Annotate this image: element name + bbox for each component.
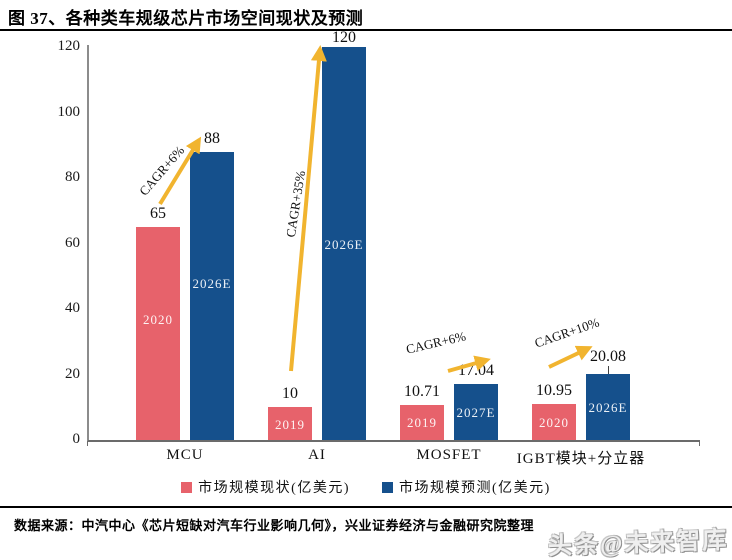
value-label-mosfet-current: 10.71 [404,382,440,400]
y-axis-tick-label-40: 40 [65,300,80,316]
x-axis-left-tick [87,441,88,446]
value-label-mcu-forecast: 88 [204,129,220,147]
value-label-ai-forecast: 120 [332,29,356,46]
bar-mosfet-forecast: 2027E [454,384,498,440]
bar-mcu-forecast: 2026E [190,151,234,440]
year-label-mosfet-forecast: 2027E [456,405,496,421]
cagr-annotation-mosfet: CAGR+6% [404,328,468,357]
value-label-mcu-current: 65 [150,205,166,223]
watermark: 头条@未来智库 [547,527,729,560]
value-label-igbt-current: 10.95 [536,382,572,400]
y-axis-tick-label-100: 100 [57,103,81,120]
value-label-igbt-forecast: 20.08 [590,348,626,366]
x-axis-category-label-mcu: MCU [166,447,204,463]
x-axis-category-label-ai: AI [308,447,326,463]
chart-legend: 市场规模现状(亿美元) 市场规模预测(亿美元) [0,477,732,497]
bar-mcu-current: 2020 [136,227,180,440]
figure-title: 图 37、各种类车规级芯片市场空间现状及预测 [8,9,364,28]
title-divider [0,29,732,31]
legend-label-current: 市场规模现状(亿美元) [198,481,350,496]
cagr-annotation-ai: CAGR+35% [282,169,309,239]
year-label-mcu-forecast: 2026E [192,275,232,291]
year-label-igbt-current: 2020 [539,415,569,431]
cagr-annotation-mcu: CAGR+6% [136,142,188,199]
legend-swatch-current [181,481,193,493]
value-label-mosfet-forecast: 17.04 [458,362,494,380]
bar-igbt-current: 2020 [532,404,576,440]
value-label-leader-line [608,366,609,375]
x-axis-line [88,440,700,442]
x-axis-right-tick [699,441,700,446]
year-label-mosfet-current: 2019 [407,415,437,431]
legend-item-forecast: 市场规模预测(亿美元) [382,477,551,497]
year-label-mcu-current: 2020 [143,311,173,327]
y-axis-tick-label-0: 0 [72,431,81,447]
cagr-annotation-igbt: CAGR+10% [532,314,602,351]
legend-swatch-forecast [382,481,393,493]
x-axis-category-label-igbt: IGBT模块+分立器 [516,451,646,467]
y-axis-tick-label-20: 20 [65,365,80,382]
bar-mosfet-current: 2019 [400,404,444,440]
y-axis-line [87,45,89,441]
legend-item-current: 市场规模现状(亿美元) [181,477,350,497]
bar-ai-current: 2019 [268,407,312,440]
y-axis-tick-label-60: 60 [65,234,80,251]
bar-ai-forecast: 2026E [322,47,366,440]
value-label-ai-current: 10 [282,385,298,403]
legend-label-forecast: 市场规模预测(亿美元) [399,481,551,496]
footer-divider [0,506,732,508]
y-axis-tick-label-80: 80 [65,169,80,185]
year-label-ai-forecast: 2026E [324,236,364,252]
year-label-ai-current: 2019 [275,416,305,432]
bar-igbt-forecast: 2026E [586,374,630,440]
data-source-note: 数据来源：中汽中心《芯片短缺对汽车行业影响几何》，兴业证券经济与金融研究院整理 [14,518,535,533]
x-axis-category-label-mosfet: MOSFET [416,447,482,463]
y-axis-tick-label-120: 120 [57,38,81,54]
year-label-igbt-forecast: 2026E [588,400,628,416]
